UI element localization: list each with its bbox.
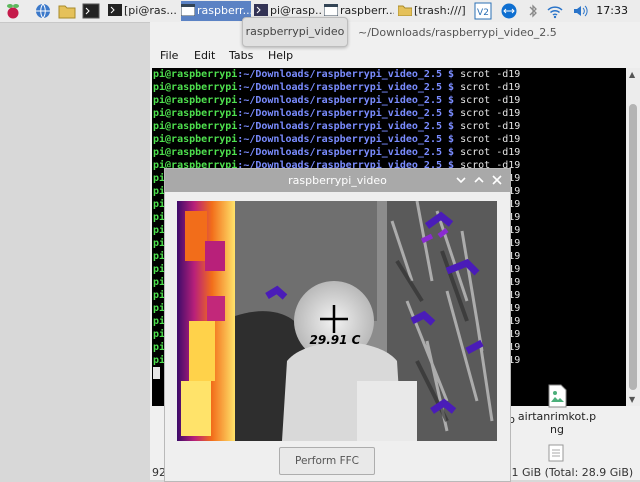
prompt-path: :~/Downloads/raspberrypi_video_2.5 $ xyxy=(237,121,455,132)
prompt-path: :~/Downloads/raspberrypi_video_2.5 $ xyxy=(237,82,455,93)
terminal-line: pi@raspberrypi:~/Downloads/raspberrypi_v… xyxy=(152,81,626,94)
prompt-path: :~/Downloads/raspberrypi_video_2.5 $ xyxy=(237,69,455,80)
command-text: scrot -d19 xyxy=(460,69,521,80)
teamviewer-icon[interactable] xyxy=(500,2,518,20)
temperature-readout: 29.91 C xyxy=(310,333,361,347)
volume-icon[interactable] xyxy=(572,2,590,20)
thermal-camera-frame: 29.91 C xyxy=(177,201,497,441)
prompt-path: :~/Downloads/raspberrypi_video_2.5 $ xyxy=(237,134,455,145)
minimize-icon[interactable] xyxy=(453,172,469,188)
prompt-path: :~/Downloads/raspberrypi_video_2.5 $ xyxy=(237,108,455,119)
terminal-menubar: File Edit Tabs Help xyxy=(150,46,640,66)
folder-icon xyxy=(398,5,412,16)
command-text: scrot -d19 xyxy=(460,147,521,158)
svg-text:V2: V2 xyxy=(477,8,489,18)
terminal-cursor xyxy=(153,367,160,379)
perform-ffc-button[interactable]: Perform FFC xyxy=(279,447,375,475)
task-raspberrypi-video-2[interactable]: raspberr... xyxy=(324,1,394,21)
terminal-launcher-icon[interactable] xyxy=(82,2,100,20)
file-manager-icon[interactable] xyxy=(58,2,76,20)
raspberry-menu-icon[interactable] xyxy=(4,2,22,20)
window-icon xyxy=(324,4,338,16)
terminal-line: pi@raspberrypi:~/Downloads/raspberrypi_v… xyxy=(152,94,626,107)
video-window-title: raspberrypi_video xyxy=(288,174,387,187)
window-icon xyxy=(181,4,195,16)
statusbar-left: 92 xyxy=(152,466,166,479)
prompt-user: pi@raspberrypi xyxy=(153,121,238,132)
clock[interactable]: 17:33 xyxy=(596,4,628,17)
terminal-icon xyxy=(254,4,268,16)
task-label: raspberr... xyxy=(340,4,394,17)
scroll-down-arrow-icon[interactable]: ▼ xyxy=(629,395,636,404)
terminal-scrollbar[interactable]: ▲ ▼ xyxy=(626,68,640,406)
prompt-path: :~/Downloads/raspberrypi_video_2.5 $ xyxy=(237,160,455,171)
maximize-icon[interactable] xyxy=(471,172,487,188)
raspberrypi-video-window: raspberrypi_video 2 xyxy=(164,168,511,482)
terminal-line: pi@raspberrypi:~/Downloads/raspberrypi_v… xyxy=(152,107,626,120)
menu-tabs[interactable]: Tabs xyxy=(229,49,254,62)
terminal-line: pi@raspberrypi:~/Downloads/raspberrypi_v… xyxy=(152,133,626,146)
prompt-user: pi@raspberrypi xyxy=(153,134,238,145)
task-raspberrypi-video[interactable]: raspberr... xyxy=(181,1,251,21)
prompt-path: :~/Downloads/raspberrypi_video_2.5 $ xyxy=(237,95,455,106)
terminal-line: pi@raspberrypi:~/Downloads/raspberrypi_v… xyxy=(152,159,626,172)
prompt-path: :~/Downloads/raspberrypi_video_2.5 $ xyxy=(237,147,455,158)
task-trash[interactable]: [trash:///] xyxy=(398,1,468,21)
close-icon[interactable] xyxy=(489,172,505,188)
bluetooth-icon[interactable] xyxy=(524,2,542,20)
terminal-icon xyxy=(108,4,122,16)
menu-file[interactable]: File xyxy=(160,49,179,62)
prompt-user: pi@raspberrypi xyxy=(153,69,238,80)
file-name-line2: ng xyxy=(550,423,564,436)
terminal-line: pi@raspberrypi:~/Downloads/raspberrypi_v… xyxy=(152,146,626,159)
command-text: scrot -d19 xyxy=(460,95,521,106)
scrollbar-thumb[interactable] xyxy=(629,104,637,390)
file-icon xyxy=(548,444,564,462)
prompt-user: pi@raspberrypi xyxy=(153,147,238,158)
command-text: scrot -d19 xyxy=(460,82,521,93)
task-label: [pi@ras... xyxy=(124,4,177,17)
task-label: [trash:///] xyxy=(414,4,466,17)
command-text: scrot -d19 xyxy=(460,134,521,145)
prompt-user: pi@raspberrypi xyxy=(153,160,238,171)
prompt-user: pi@raspberrypi xyxy=(153,108,238,119)
menu-edit[interactable]: Edit xyxy=(194,49,216,62)
command-text: scrot -d19 xyxy=(460,108,521,119)
image-file-icon xyxy=(548,384,567,408)
file-name-line1: airtanrimkot.p xyxy=(517,410,597,423)
terminal-line: pi@raspberrypi:~/Downloads/raspberrypi_v… xyxy=(152,120,626,133)
command-text: scrot -d19 xyxy=(460,160,521,171)
terminal-title-path: ~/Downloads/raspberrypi_video_2.5 xyxy=(358,26,557,39)
desktop-file-airtanrimkot[interactable]: airtanrimkot.p ng xyxy=(512,384,602,436)
taskbar: [pi@ras... raspberr... pi@rasp... raspbe… xyxy=(0,0,640,23)
prompt-user: pi@raspberrypi xyxy=(153,95,238,106)
wifi-icon[interactable] xyxy=(546,2,564,20)
video-titlebar[interactable]: raspberrypi_video xyxy=(165,169,510,192)
menu-help[interactable]: Help xyxy=(268,49,294,62)
globe-icon[interactable] xyxy=(34,2,52,20)
terminal-line: pi@raspberrypi:~/Downloads/raspberrypi_v… xyxy=(152,68,626,81)
taskbar-tooltip: raspberrypi_video xyxy=(242,17,348,47)
command-text: scrot -d19 xyxy=(460,121,521,132)
task-terminal-1[interactable]: [pi@ras... xyxy=(108,1,180,21)
desktop-file-fragment: p xyxy=(508,413,515,426)
vnc-icon[interactable]: V2 xyxy=(474,2,492,20)
prompt-user: pi@raspberrypi xyxy=(153,82,238,93)
scroll-up-arrow-icon[interactable]: ▲ xyxy=(629,70,636,79)
task-label: pi@rasp... xyxy=(270,4,322,17)
task-label: raspberr... xyxy=(197,4,251,17)
statusbar-free-space: .1 GiB (Total: 28.9 GiB) xyxy=(508,466,634,479)
task-terminal-2[interactable]: pi@rasp... xyxy=(254,1,322,21)
